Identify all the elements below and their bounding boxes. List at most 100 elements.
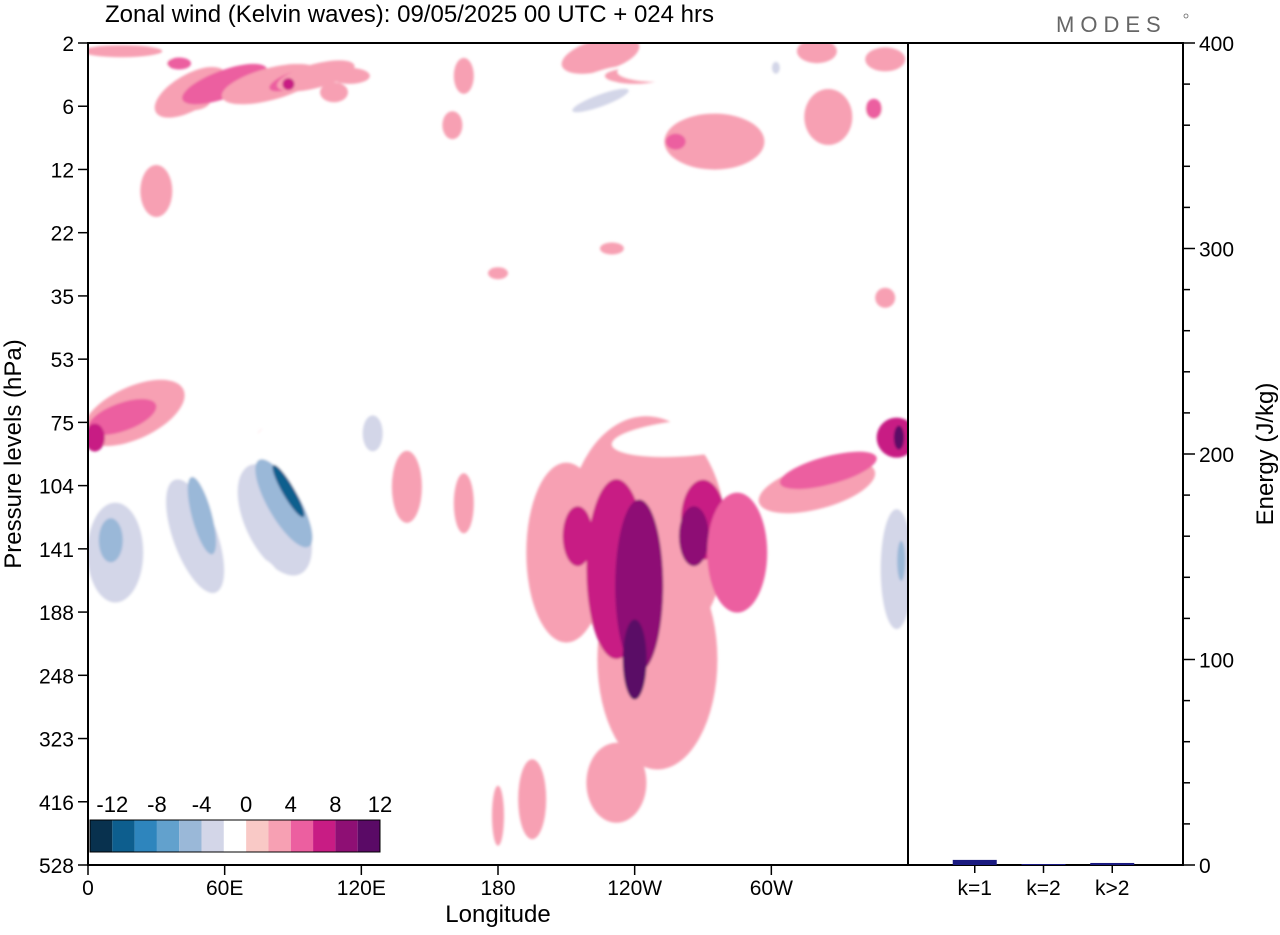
colorbar-swatch — [223, 820, 247, 852]
contour-patch — [488, 267, 508, 280]
contour-patch — [562, 506, 593, 567]
contour-patch — [599, 242, 624, 255]
colorbar-swatch — [112, 820, 135, 852]
colorbar-swatch — [268, 820, 291, 852]
contour-patch — [320, 82, 348, 103]
contour-patch — [617, 61, 698, 82]
contour-patch — [678, 506, 709, 567]
colorbar-swatch — [156, 820, 180, 852]
contour-patch — [115, 55, 174, 81]
contour-patch — [88, 45, 163, 58]
contour-patch — [719, 379, 779, 431]
energy-category-label: k=2 — [1026, 877, 1060, 900]
energy-category-label: k=1 — [958, 877, 992, 900]
chart-title: Zonal wind (Kelvin waves): 09/05/2025 00… — [105, 1, 714, 28]
contour-patch — [219, 187, 230, 228]
x-tick-label: 180 — [480, 877, 515, 900]
x-axis-longitude: 0 60E 120E 180 120W 60W — [82, 865, 793, 900]
energy-bar — [1090, 862, 1135, 865]
y-tick-label: 188 — [39, 602, 74, 625]
contour-patch — [687, 793, 696, 854]
colorbar-swatch — [335, 820, 358, 852]
energy-tick-label: 400 — [1199, 33, 1234, 56]
contour-patch — [272, 464, 305, 518]
contour-patch — [611, 418, 772, 457]
contour-patch — [527, 66, 628, 118]
y-tick-label: 35 — [51, 286, 74, 309]
heatmap-contours — [88, 43, 908, 854]
colorbar-label: -12 — [96, 792, 128, 817]
contour-patch — [664, 113, 765, 170]
y-axis-label: Pressure levels (hPa) — [0, 339, 27, 568]
energy-tick-label: 0 — [1199, 855, 1211, 878]
contour-patch — [448, 213, 457, 234]
y-tick-label: 12 — [51, 159, 74, 182]
contour-patch — [391, 450, 422, 523]
energy-bars: k=1 k=2 k>2 — [952, 859, 1135, 900]
contour-patch — [858, 101, 889, 150]
contour-patch — [897, 540, 906, 581]
colorbar-label: 0 — [240, 792, 252, 817]
x-tick-label: 0 — [82, 877, 94, 900]
contour-patch — [865, 98, 882, 119]
contour-patch — [707, 492, 768, 613]
colorbar-swatch — [357, 820, 380, 852]
y-tick-label: 6 — [62, 96, 74, 119]
contour-patch — [453, 473, 474, 534]
y-tick-label: 528 — [39, 855, 74, 878]
contour-patch — [187, 476, 217, 555]
colorbar-frame — [89, 819, 381, 853]
contour-patch — [342, 99, 403, 135]
contour-patch — [98, 518, 123, 563]
contour-patch — [140, 165, 173, 217]
colorbar-swatch — [134, 820, 157, 852]
contour-patch — [865, 47, 906, 72]
y-axis-pressure: 2 6 12 22 35 53 75 104 141 188 248 323 416 528 — [39, 33, 88, 878]
contour-patch — [561, 43, 640, 74]
energy-tick-label: 200 — [1199, 444, 1234, 467]
colorbar-swatch — [290, 820, 314, 852]
colorbar-swatch — [90, 820, 113, 852]
contour-patch — [275, 119, 356, 148]
energy-bar — [1021, 864, 1066, 865]
contour-patch — [751, 45, 792, 82]
contour-patch — [492, 785, 504, 846]
contour-patch — [277, 60, 355, 92]
contour-patch — [893, 425, 904, 450]
colorbar: -12 -8 -4 0 4 8 12 — [88, 782, 392, 856]
contour-patch — [751, 372, 792, 388]
x-tick-label: 60E — [206, 877, 243, 900]
contour-patch — [254, 194, 287, 205]
energy-category-label: k>2 — [1095, 877, 1129, 900]
contour-patch — [442, 111, 463, 140]
y-tick-label: 104 — [39, 476, 74, 499]
contour-patch — [326, 562, 351, 642]
contour-patch — [129, 607, 230, 728]
contour-patch — [362, 415, 383, 452]
x-tick-label: 120W — [607, 877, 662, 900]
y-axis-energy: 0 100 200 300 400 — [1183, 33, 1234, 878]
contour-patch — [199, 107, 318, 143]
brand-mark-icon — [1183, 13, 1189, 19]
y-tick-label: 2 — [62, 33, 74, 56]
contour-patch — [228, 558, 289, 679]
contour-patch — [182, 63, 268, 105]
contour-patch — [665, 133, 686, 150]
energy-axis-label: Energy (J/kg) — [1252, 383, 1279, 526]
y-tick-label: 323 — [39, 729, 74, 752]
colorbar-label: 4 — [285, 792, 297, 817]
contour-patch — [453, 57, 474, 94]
contour-patch — [329, 67, 370, 84]
x-tick-label: 120E — [337, 877, 386, 900]
contour-patch — [270, 352, 453, 441]
contour-patch — [796, 43, 837, 64]
y-tick-label: 75 — [51, 412, 74, 435]
brand-logo: MODES — [1056, 12, 1167, 37]
contour-patch — [165, 479, 225, 594]
contour-patch — [875, 287, 896, 308]
colorbar-label: 12 — [368, 792, 392, 817]
contour-patch — [842, 258, 851, 271]
contour-patch — [141, 279, 148, 300]
colorbar-swatch — [179, 820, 202, 852]
